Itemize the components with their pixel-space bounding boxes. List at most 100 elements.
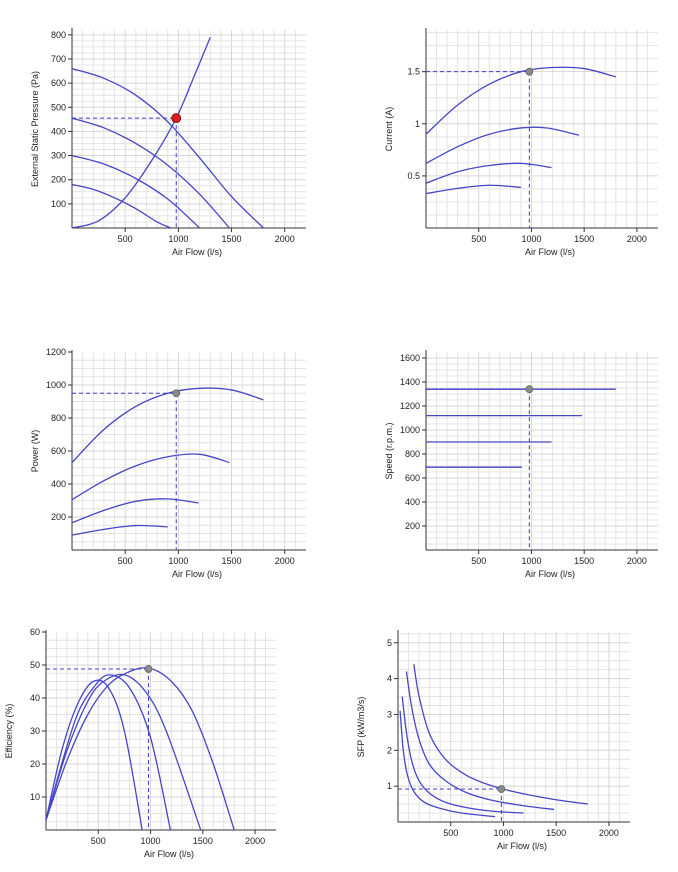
sfp-series-2 — [405, 671, 555, 811]
efficiency-x-tick-label: 1500 — [193, 836, 213, 846]
speed-y-axis-label: Speed (r.p.m.) — [384, 422, 394, 479]
power-x-tick-label: 1000 — [168, 556, 188, 566]
current-operating-point — [525, 67, 534, 76]
speed-grid — [426, 352, 658, 550]
pressure-y-tick-label: 800 — [51, 30, 66, 40]
current-y-tick-label: 0.5 — [407, 171, 420, 181]
current-x-axis-label: Air Flow (l/s) — [525, 247, 575, 257]
sfp-x-tick-label: 2000 — [599, 828, 619, 838]
pressure-y-tick-label: 100 — [51, 199, 66, 209]
speed-y-tick-label: 1000 — [400, 425, 420, 435]
efficiency-y-tick-label: 50 — [30, 660, 40, 670]
current-y-axis-label: Current (A) — [384, 107, 394, 152]
efficiency-y-tick-label: 30 — [30, 726, 40, 736]
sfp-x-tick-label: 1000 — [493, 828, 513, 838]
pressure-y-tick-label: 600 — [51, 78, 66, 88]
speed-y-tick-label: 800 — [405, 449, 420, 459]
current-series-4 — [426, 184, 521, 195]
current-chart: 500 1000 1500 2000 0.5 1 1.5 Air Flow (l/s) Curr… — [384, 28, 658, 257]
efficiency-series-2 — [46, 673, 202, 830]
pressure-series-3 — [72, 154, 201, 228]
current-x-tick-label: 500 — [471, 234, 486, 244]
power-y-tick-label: 1200 — [46, 347, 66, 357]
speed-x-tick-label: 1000 — [521, 556, 541, 566]
efficiency-series-4 — [46, 679, 143, 830]
power-series-4 — [72, 524, 168, 536]
efficiency-x-tick-label: 2000 — [245, 836, 265, 846]
speed-x-axis-label: Air Flow (l/s) — [525, 569, 575, 579]
speed-y-tick-label: 200 — [405, 521, 420, 531]
speed-chart: 500 1000 1500 2000 200 400 600 800 1000 1200 1400 1… — [384, 350, 658, 579]
power-y-tick-label: 1000 — [46, 380, 66, 390]
sfp-x-tick-label: 1500 — [546, 828, 566, 838]
sfp-series-1 — [413, 664, 588, 805]
power-chart: 500 1000 1500 2000 200 400 600 800 1000 1200 Air F… — [30, 347, 306, 579]
speed-y-tick-label: 1200 — [400, 401, 420, 411]
current-y-tick-label: 1.5 — [407, 67, 420, 77]
power-x-tick-label: 1500 — [222, 556, 242, 566]
pressure-x-tick-label: 2000 — [275, 234, 295, 244]
efficiency-y-tick-label: 20 — [30, 759, 40, 769]
pressure-y-tick-label: 400 — [51, 126, 66, 136]
power-grid — [72, 352, 306, 550]
pressure-y-tick-label: 700 — [51, 54, 66, 64]
power-series-2 — [72, 453, 230, 501]
speed-y-tick-label: 1400 — [400, 377, 420, 387]
sfp-x-axis-label: Air Flow (l/s) — [497, 841, 547, 851]
pressure-x-tick-label: 1500 — [222, 234, 242, 244]
pressure-series-4 — [72, 183, 172, 228]
pressure-chart: 500 1000 1500 2000 100 200 300 400 500 600 700 800 A… — [30, 28, 306, 257]
sfp-y-tick-label: 4 — [387, 674, 392, 684]
sfp-series-3 — [401, 696, 524, 814]
power-y-tick-label: 200 — [51, 512, 66, 522]
sfp-y-tick-label: 5 — [387, 638, 392, 648]
power-x-tick-label: 500 — [118, 556, 133, 566]
speed-y-tick-label: 600 — [405, 473, 420, 483]
sfp-grid — [398, 632, 630, 822]
power-series-1 — [72, 387, 264, 464]
speed-operating-point — [525, 385, 534, 394]
power-x-axis-label: Air Flow (l/s) — [172, 569, 222, 579]
current-y-tick-label: 1 — [415, 119, 420, 129]
efficiency-x-tick-label: 1000 — [141, 836, 161, 846]
sfp-operating-point — [497, 785, 506, 793]
power-y-tick-label: 600 — [51, 446, 66, 456]
sfp-y-tick-label: 2 — [387, 745, 392, 755]
current-series-3 — [426, 162, 552, 184]
pressure-y-tick-label: 500 — [51, 102, 66, 112]
current-x-tick-label: 1000 — [521, 234, 541, 244]
power-operating-point — [172, 389, 181, 398]
sfp-x-tick-label: 500 — [443, 828, 458, 838]
pressure-x-axis-label: Air Flow (l/s) — [172, 247, 222, 257]
speed-x-tick-label: 500 — [471, 556, 486, 566]
pressure-x-tick-label: 1000 — [168, 234, 188, 244]
speed-x-tick-label: 1500 — [574, 556, 594, 566]
speed-x-tick-label: 2000 — [627, 556, 647, 566]
efficiency-chart: 500 1000 1500 2000 10 20 30 40 50 60 Air Flow (l/s… — [4, 627, 276, 859]
sfp-chart: 500 1000 1500 2000 1 2 3 4 5 Air Flow (l/s) SFP (k… — [356, 630, 630, 851]
pressure-y-axis-label: External Static Pressure (Pa) — [30, 71, 40, 187]
power-series-3 — [72, 498, 199, 524]
power-y-tick-label: 400 — [51, 479, 66, 489]
power-x-tick-label: 2000 — [275, 556, 295, 566]
efficiency-series-1 — [46, 667, 235, 830]
efficiency-grid — [46, 632, 276, 830]
pressure-y-tick-label: 300 — [51, 151, 66, 161]
efficiency-x-tick-label: 500 — [91, 836, 106, 846]
sfp-y-tick-label: 1 — [387, 781, 392, 791]
current-x-tick-label: 1500 — [574, 234, 594, 244]
efficiency-y-axis-label: Efficiency (%) — [4, 704, 14, 759]
sfp-series-4 — [399, 710, 496, 818]
pressure-series-2 — [72, 117, 230, 228]
current-series-2 — [426, 126, 580, 164]
current-grid — [426, 30, 658, 228]
efficiency-y-tick-label: 40 — [30, 693, 40, 703]
sfp-y-tick-label: 3 — [387, 709, 392, 719]
power-y-tick-label: 800 — [51, 413, 66, 423]
pressure-operating-point — [171, 113, 182, 124]
efficiency-series-3 — [46, 674, 172, 830]
speed-y-tick-label: 400 — [405, 497, 420, 507]
pressure-series-1 — [72, 68, 264, 228]
efficiency-y-tick-label: 60 — [30, 627, 40, 637]
